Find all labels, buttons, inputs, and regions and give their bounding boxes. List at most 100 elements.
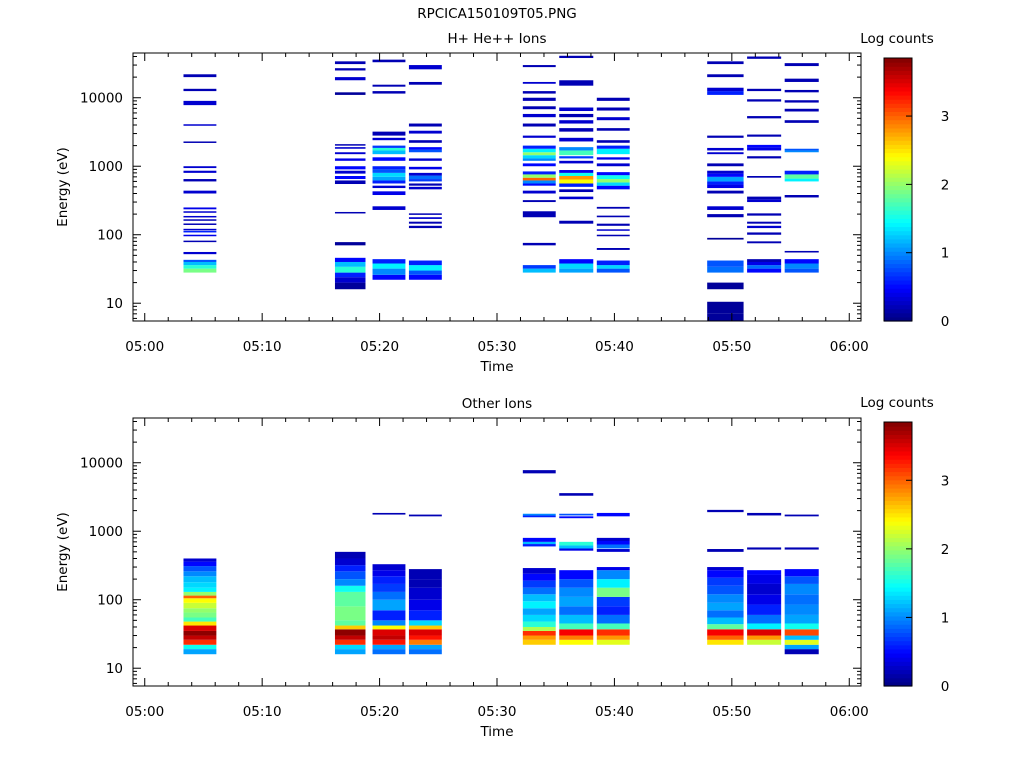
heatmap-cell bbox=[372, 576, 406, 584]
colorbar-segment bbox=[884, 475, 912, 481]
heatmap-cell bbox=[559, 107, 594, 112]
heatmap-cell bbox=[522, 587, 556, 595]
heatmap-cell bbox=[522, 177, 556, 181]
x-axis: 05:00 05:10 05:20 05:30 05:40 05:50 06:00 bbox=[125, 418, 869, 720]
heatmap-cell bbox=[372, 150, 406, 155]
colorbar-segment bbox=[884, 230, 912, 236]
colorbar-segment bbox=[884, 160, 912, 166]
x-tick-label: 05:50 bbox=[712, 339, 751, 355]
colorbar: 0 1 2 3 Log counts bbox=[860, 395, 949, 695]
colorbar-segment bbox=[884, 296, 912, 302]
heatmap-cell bbox=[183, 602, 217, 609]
heatmap-cell bbox=[707, 594, 744, 603]
heatmap-cell bbox=[183, 261, 217, 266]
colorbar-segment bbox=[884, 483, 912, 489]
heatmap-cell bbox=[596, 97, 630, 101]
heatmap-cell bbox=[408, 149, 442, 153]
heatmap-cell bbox=[183, 630, 217, 636]
heatmap-cell bbox=[408, 221, 442, 224]
colorbar-segment bbox=[884, 259, 912, 265]
heatmap-cell bbox=[372, 191, 406, 196]
heatmap-cell bbox=[183, 576, 217, 583]
heatmap-cell bbox=[559, 156, 594, 159]
heatmap-cell bbox=[522, 163, 556, 167]
heatmap-cell bbox=[183, 166, 217, 169]
heatmap-cell bbox=[183, 598, 217, 603]
heatmap-cell bbox=[596, 148, 630, 155]
colorbar-segment bbox=[884, 632, 912, 638]
x-tick-label: 05:10 bbox=[243, 339, 282, 355]
heatmap-cell bbox=[596, 570, 630, 580]
colorbar-segment bbox=[884, 521, 912, 526]
heatmap-cell bbox=[596, 107, 630, 111]
heatmap-cell bbox=[596, 268, 630, 273]
colorbar-segment bbox=[884, 82, 912, 88]
heatmap-cell bbox=[784, 569, 819, 577]
colorbar-segment bbox=[884, 607, 912, 613]
heatmap-cell bbox=[372, 512, 406, 515]
heatmap-cell bbox=[408, 186, 442, 190]
heatmap-cell bbox=[372, 268, 406, 275]
heatmap-cell bbox=[559, 587, 594, 597]
colorbar-segment bbox=[884, 123, 912, 129]
colorbar-segment bbox=[884, 566, 912, 572]
heatmap-cell bbox=[183, 179, 217, 182]
heatmap-cell bbox=[784, 263, 819, 269]
colorbar-segment bbox=[884, 74, 912, 80]
colorbar-segment bbox=[884, 136, 912, 141]
heatmap-cell bbox=[522, 630, 556, 636]
heatmap-cell bbox=[522, 635, 556, 640]
colorbar-segment bbox=[884, 189, 912, 195]
x-axis: 05:00 05:10 05:20 05:30 05:40 05:50 06:00 bbox=[125, 53, 869, 355]
heatmap-cell bbox=[408, 629, 442, 636]
heatmap-cell bbox=[334, 620, 366, 626]
heatmap-cell bbox=[522, 81, 556, 84]
heatmap-cell bbox=[747, 144, 782, 148]
heatmap-cell bbox=[747, 134, 782, 137]
colorbar-segment bbox=[884, 304, 912, 310]
heatmap-cell bbox=[522, 190, 556, 194]
y-tick-label: 10000 bbox=[80, 91, 123, 107]
colorbar-segment bbox=[884, 669, 912, 675]
heatmap-cell bbox=[747, 261, 782, 266]
heatmap-cell bbox=[596, 635, 630, 640]
heatmap-cell bbox=[784, 644, 819, 650]
heatmap-cell bbox=[522, 268, 556, 273]
heatmap-cells bbox=[183, 470, 819, 655]
heatmap-cell bbox=[707, 577, 744, 586]
heatmap-cell bbox=[559, 120, 594, 124]
colorbar-segment bbox=[884, 450, 912, 456]
heatmap-cell bbox=[183, 251, 217, 255]
colorbar-segment bbox=[884, 279, 912, 285]
heatmap-cell bbox=[522, 145, 556, 149]
heatmap-cell bbox=[559, 160, 594, 164]
heatmap-cell bbox=[596, 140, 630, 143]
colorbar-segment bbox=[884, 615, 912, 621]
heatmap-cell bbox=[784, 639, 819, 645]
heatmap-cell bbox=[559, 545, 594, 549]
y-tick-label: 100 bbox=[97, 593, 123, 609]
heatmap-cell bbox=[559, 150, 594, 156]
heatmap-cell bbox=[183, 141, 217, 143]
heatmap-cell bbox=[522, 594, 556, 602]
heatmap-cell bbox=[784, 178, 819, 182]
colorbar-segment bbox=[884, 636, 912, 642]
heatmap-cell bbox=[559, 606, 594, 615]
heatmap-cell bbox=[784, 148, 819, 151]
colorbar-segment bbox=[884, 115, 912, 121]
heatmap-cell bbox=[596, 606, 630, 615]
heatmap-cell bbox=[334, 68, 366, 71]
heatmap-cell bbox=[408, 270, 442, 275]
colorbar-segment bbox=[884, 673, 912, 679]
heatmap-cell bbox=[522, 242, 556, 246]
heatmap-cell bbox=[784, 547, 819, 550]
heatmap-cell bbox=[522, 626, 556, 631]
heatmap-cell bbox=[559, 623, 594, 630]
heatmap-cell bbox=[183, 240, 217, 243]
colorbar-segment bbox=[884, 467, 912, 473]
heatmap-cell bbox=[372, 169, 406, 173]
heatmap-cell bbox=[747, 199, 782, 203]
heatmap-cell bbox=[372, 649, 406, 655]
heatmap-cell bbox=[372, 185, 406, 189]
heatmap-cell bbox=[559, 80, 594, 86]
